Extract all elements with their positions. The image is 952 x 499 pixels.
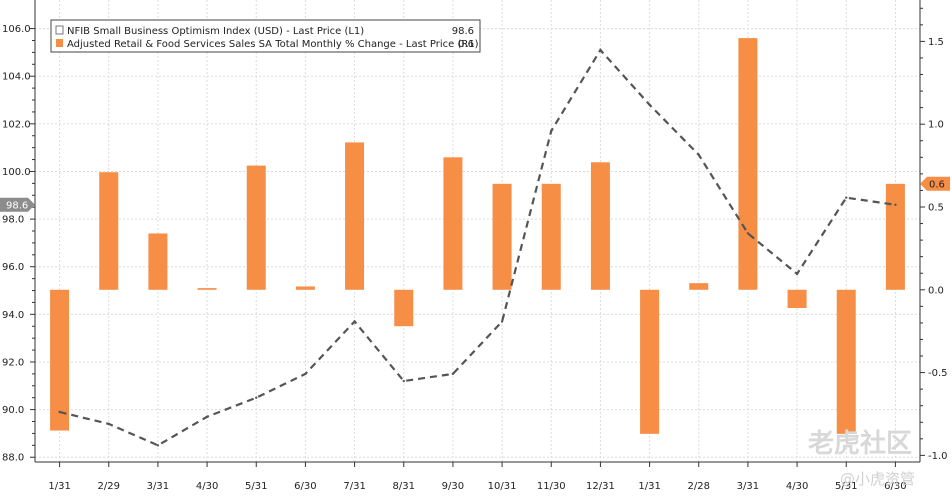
- x-axis-ticks: 1/31 2/29 3/31 4/30 5/31 6/30 7/31 8/31 9/30 10/3…: [48, 462, 907, 492]
- legend-swatch-line: [55, 25, 64, 35]
- right-tick-label: 0.5: [928, 202, 944, 213]
- watermark-sub: @小虎资管: [840, 470, 915, 488]
- bar-4: [197, 288, 217, 290]
- x-tick-label: 6/30: [884, 481, 906, 492]
- right-last-value-text: 0.6: [929, 179, 945, 190]
- bar-9: [443, 157, 463, 290]
- left-axis-ticks: 88.0 90.0 92.0 94.0 96.0 98.0 100.0 102.0 104.0 1…: [2, 24, 35, 464]
- x-tick-label: 4/30: [196, 481, 218, 492]
- nfib-point-11: [550, 129, 553, 133]
- watermark: 老虎社区 @小虎资管: [808, 428, 915, 488]
- bar-2: [99, 172, 119, 290]
- nfib-point-16: [795, 272, 799, 276]
- x-tick-label: 1/31: [638, 481, 660, 492]
- bar-17: [836, 289, 856, 434]
- legend-value-2: 0.6: [458, 39, 474, 50]
- x-tick-label: 7/31: [343, 481, 365, 492]
- bar-5: [246, 165, 266, 290]
- left-tick-label: 98.0: [2, 215, 24, 226]
- bar-15: [738, 38, 758, 290]
- x-tick-label: 4/30: [786, 481, 808, 492]
- x-tick-label: 11/30: [537, 481, 566, 492]
- right-axis-ticks: -1.0 -0.5 0.0 0.5 1.0 1.5: [920, 7, 948, 462]
- legend-label-1: NFIB Small Business Optimism Index (USD)…: [67, 26, 364, 37]
- bar-3: [148, 233, 168, 290]
- nfib-point-8: [402, 379, 405, 383]
- x-tick-label: 12/31: [586, 481, 615, 492]
- bar-10: [492, 183, 512, 290]
- nfib-point-5: [255, 396, 258, 399]
- x-tick-label: 10/31: [488, 481, 517, 492]
- x-tick-label: 5/31: [835, 481, 857, 492]
- bar-series: [50, 38, 905, 434]
- bar-8: [394, 289, 414, 327]
- x-tick-label: 6/30: [294, 481, 316, 492]
- left-tick-label: 88.0: [2, 453, 24, 464]
- nfib-point-6: [304, 372, 307, 376]
- right-tick-label: -0.5: [928, 368, 948, 379]
- x-tick-label: 2/28: [688, 481, 710, 492]
- bar-1: [50, 289, 70, 431]
- legend-value-1: 98.6: [452, 26, 474, 37]
- nfib-point-9: [451, 372, 455, 376]
- nfib-point-4: [205, 415, 209, 418]
- x-tick-label: 1/31: [48, 481, 70, 492]
- nfib-point-7: [353, 320, 356, 323]
- legend: NFIB Small Business Optimism Index (USD)…: [50, 19, 481, 53]
- bar-6: [295, 286, 315, 290]
- bar-18: [885, 183, 905, 290]
- bar-7: [345, 142, 365, 290]
- left-tick-label: 106.0: [2, 24, 31, 35]
- bar-13: [640, 289, 660, 434]
- nfib-point-1: [58, 410, 61, 414]
- nfib-point-10: [500, 320, 504, 323]
- right-tick-label: 1.0: [928, 120, 944, 131]
- last-value-tags: 98.6 0.6: [0, 176, 950, 212]
- nfib-point-3: [156, 444, 160, 447]
- bar-12: [590, 162, 610, 290]
- x-tick-label: 3/31: [147, 481, 169, 492]
- nfib-point-15: [746, 232, 750, 235]
- left-last-value-tag: [0, 197, 35, 212]
- legend-box: [50, 19, 481, 53]
- right-tick-label: -1.0: [928, 451, 948, 462]
- left-tick-label: 96.0: [2, 262, 24, 273]
- bar-16: [787, 289, 807, 308]
- left-tick-label: 104.0: [2, 72, 31, 83]
- legend-label-2: Adjusted Retail & Food Services Sales SA…: [67, 39, 479, 50]
- x-tick-label: 3/31: [737, 481, 759, 492]
- left-tick-label: 92.0: [2, 357, 24, 368]
- left-tick-label: 102.0: [2, 119, 31, 130]
- right-tick-label: 0.0: [928, 285, 944, 296]
- x-tick-label: 5/31: [245, 481, 267, 492]
- left-tick-label: 90.0: [2, 405, 24, 416]
- nfib-point-13: [648, 103, 651, 106]
- left-tick-label: 100.0: [2, 167, 31, 178]
- nfib-point-17: [845, 196, 848, 199]
- x-tick-label: 2/29: [98, 481, 120, 492]
- bar-14: [689, 283, 709, 290]
- nfib-point-12: [599, 48, 602, 52]
- left-tick-label: 94.0: [2, 310, 24, 321]
- left-last-value-text: 98.6: [6, 200, 28, 211]
- x-tick-label: 9/30: [442, 481, 464, 492]
- nfib-point-18: [894, 203, 897, 207]
- nfib-point-2: [107, 422, 110, 426]
- right-tick-label: 1.5: [928, 37, 944, 48]
- nfib-point-14: [697, 153, 700, 156]
- watermark-main: 老虎社区: [808, 428, 912, 459]
- line-series: [58, 48, 897, 447]
- x-tick-label: 8/31: [393, 481, 415, 492]
- bar-11: [541, 183, 561, 290]
- legend-swatch-bar: [56, 39, 63, 47]
- right-last-value-tag: [920, 176, 950, 191]
